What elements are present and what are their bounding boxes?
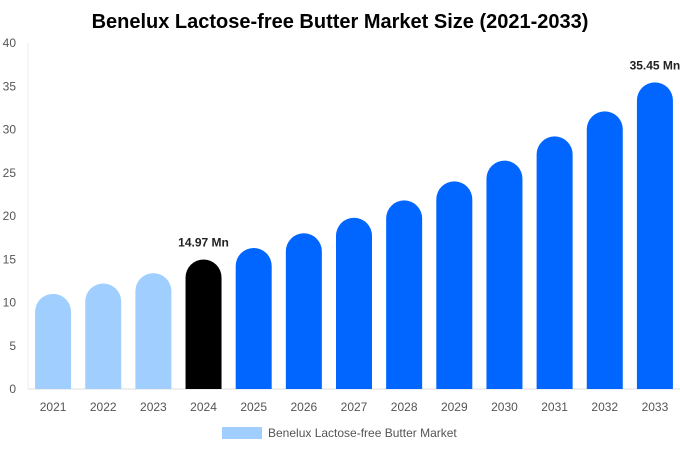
legend-label: Benelux Lactose-free Butter Market [268,426,457,440]
y-axis: 0 5 10 15 20 25 30 35 40 [3,36,17,396]
bar-2023[interactable] [135,273,172,389]
x-axis: 2021 2022 2023 2024 2025 2026 2027 2028 2029 2030… [40,400,669,414]
bar-2026[interactable] [285,233,322,389]
x-tick-label: 2032 [591,400,618,414]
y-tick-label: 25 [3,166,17,180]
y-tick-label: 20 [3,209,17,223]
data-label: 14.97 Mn [178,236,229,250]
x-tick-label: 2026 [290,400,317,414]
x-tick-label: 2022 [90,400,117,414]
x-tick-label: 2031 [541,400,568,414]
y-tick-label: 10 [3,296,17,310]
legend-swatch [222,427,262,439]
bar-2022[interactable] [85,283,122,389]
chart-title: Benelux Lactose-free Butter Market Size … [92,11,589,33]
bar-2027[interactable] [336,217,372,389]
x-tick-label: 2028 [391,400,418,414]
x-tick-label: 2025 [240,400,267,414]
y-tick-label: 5 [9,339,16,353]
bar-2029[interactable] [436,181,473,389]
bar-2032[interactable] [586,111,623,389]
y-tick-label: 40 [3,36,17,50]
data-label: 35.45 Mn [630,58,680,72]
x-tick-label: 2023 [140,400,167,414]
legend[interactable]: Benelux Lactose-free Butter Market [222,426,457,440]
y-tick-label: 15 [3,252,17,266]
x-tick-label: 2029 [441,400,468,414]
x-tick-label: 2027 [341,400,368,414]
y-tick-label: 35 [3,79,17,93]
bar-2025[interactable] [235,248,272,389]
x-tick-label: 2033 [642,400,669,414]
bar-2024[interactable] [185,259,222,389]
bar-2021[interactable] [35,293,72,389]
x-tick-label: 2021 [40,400,67,414]
bar-2030[interactable] [486,160,523,389]
y-tick-label: 0 [9,382,16,396]
x-tick-label: 2024 [190,400,217,414]
bar-2033[interactable] [636,82,673,390]
x-tick-label: 2030 [491,400,518,414]
bar-2031[interactable] [536,136,573,389]
bar-2028[interactable] [386,200,423,389]
bars: 14.97 Mn 35.45 Mn [35,58,680,390]
y-tick-label: 30 [3,123,17,137]
